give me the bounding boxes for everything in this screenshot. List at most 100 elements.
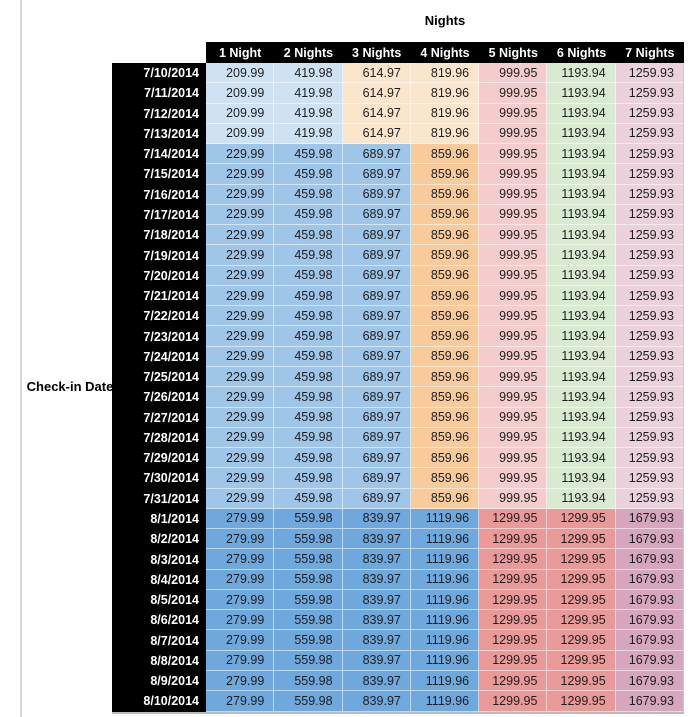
price-cell[interactable]: 1299.95 xyxy=(479,650,548,671)
price-cell[interactable]: 459.98 xyxy=(274,285,343,307)
price-cell[interactable]: 1193.94 xyxy=(547,427,616,449)
price-cell[interactable]: 1299.95 xyxy=(479,569,548,590)
price-cell[interactable]: 1259.93 xyxy=(615,468,684,489)
column-header-6-nights[interactable]: 6 Nights xyxy=(556,45,607,60)
price-cell[interactable]: 614.97 xyxy=(342,123,411,145)
price-cell[interactable]: 1259.93 xyxy=(615,225,684,246)
price-cell[interactable]: 1299.95 xyxy=(547,630,616,651)
row-header-date[interactable]: 8/5/2014 xyxy=(112,589,206,611)
row-header-date[interactable]: 7/28/2014 xyxy=(112,427,206,449)
price-cell[interactable]: 279.99 xyxy=(206,630,275,651)
row-header-date[interactable]: 7/11/2014 xyxy=(112,83,206,104)
price-cell[interactable]: 1679.93 xyxy=(615,549,684,570)
price-cell[interactable]: 1259.93 xyxy=(615,366,684,388)
price-cell[interactable]: 459.98 xyxy=(274,427,343,449)
price-cell[interactable]: 999.95 xyxy=(479,204,548,226)
price-cell[interactable]: 999.95 xyxy=(479,103,548,124)
column-header-3-nights[interactable]: 3 Nights xyxy=(352,45,402,60)
price-cell[interactable]: 559.98 xyxy=(274,650,343,671)
row-header-date[interactable]: 7/14/2014 xyxy=(112,144,206,165)
price-cell[interactable]: 819.96 xyxy=(410,83,480,104)
price-cell[interactable]: 859.96 xyxy=(410,184,480,205)
price-cell[interactable]: 999.95 xyxy=(479,366,548,388)
price-cell[interactable]: 1193.94 xyxy=(547,346,616,367)
row-header-date[interactable]: 7/20/2014 xyxy=(112,265,206,286)
price-cell[interactable]: 689.97 xyxy=(342,184,411,205)
row-header-date[interactable]: 7/23/2014 xyxy=(112,326,206,347)
price-cell[interactable]: 1299.95 xyxy=(479,630,548,651)
price-cell[interactable]: 689.97 xyxy=(342,346,411,367)
price-cell[interactable]: 1193.94 xyxy=(547,488,616,509)
price-cell[interactable]: 229.99 xyxy=(206,144,275,165)
price-cell[interactable]: 279.99 xyxy=(206,529,275,550)
price-cell[interactable]: 559.98 xyxy=(274,630,343,651)
price-cell[interactable]: 1299.95 xyxy=(479,670,548,692)
price-cell[interactable]: 229.99 xyxy=(206,225,275,246)
price-cell[interactable]: 999.95 xyxy=(479,326,548,347)
price-cell[interactable]: 1679.93 xyxy=(615,569,684,590)
price-cell[interactable]: 999.95 xyxy=(479,468,548,489)
row-header-date[interactable]: 7/19/2014 xyxy=(112,245,206,266)
price-cell[interactable]: 229.99 xyxy=(206,407,275,428)
price-cell[interactable]: 229.99 xyxy=(206,285,275,307)
price-cell[interactable]: 1119.96 xyxy=(410,589,480,611)
price-cell[interactable]: 614.97 xyxy=(342,63,411,84)
price-cell[interactable]: 1299.95 xyxy=(547,650,616,671)
row-header-date[interactable]: 7/31/2014 xyxy=(112,488,206,509)
price-cell[interactable]: 1299.95 xyxy=(479,610,548,631)
price-cell[interactable]: 1259.93 xyxy=(615,306,684,327)
price-cell[interactable]: 229.99 xyxy=(206,164,275,185)
price-cell[interactable]: 1193.94 xyxy=(547,225,616,246)
price-cell[interactable]: 999.95 xyxy=(479,123,548,145)
price-cell[interactable]: 459.98 xyxy=(274,448,343,469)
price-cell[interactable]: 689.97 xyxy=(342,225,411,246)
price-cell[interactable]: 1299.95 xyxy=(547,549,616,570)
price-cell[interactable]: 1299.95 xyxy=(479,589,548,611)
price-cell[interactable]: 1193.94 xyxy=(547,103,616,124)
price-cell[interactable]: 859.96 xyxy=(410,245,480,266)
price-cell[interactable]: 1193.94 xyxy=(547,407,616,428)
price-cell[interactable]: 859.96 xyxy=(410,448,480,469)
price-cell[interactable]: 459.98 xyxy=(274,387,343,408)
price-cell[interactable]: 1119.96 xyxy=(410,650,480,671)
price-cell[interactable]: 1259.93 xyxy=(615,144,684,165)
price-cell[interactable]: 614.97 xyxy=(342,103,411,124)
price-cell[interactable]: 1193.94 xyxy=(547,123,616,145)
row-header-date[interactable]: 8/1/2014 xyxy=(112,508,206,530)
price-cell[interactable]: 1679.93 xyxy=(615,630,684,651)
price-cell[interactable]: 1193.94 xyxy=(547,144,616,165)
price-cell[interactable]: 229.99 xyxy=(206,204,275,226)
price-cell[interactable]: 859.96 xyxy=(410,407,480,428)
price-cell[interactable]: 999.95 xyxy=(479,427,548,449)
price-cell[interactable]: 459.98 xyxy=(274,184,343,205)
price-cell[interactable]: 459.98 xyxy=(274,488,343,509)
price-cell[interactable]: 839.97 xyxy=(342,630,411,651)
price-cell[interactable]: 999.95 xyxy=(479,63,548,84)
price-cell[interactable]: 1679.93 xyxy=(615,650,684,671)
price-cell[interactable]: 1299.95 xyxy=(547,529,616,550)
price-cell[interactable]: 1259.93 xyxy=(615,265,684,286)
price-cell[interactable]: 229.99 xyxy=(206,265,275,286)
price-cell[interactable]: 999.95 xyxy=(479,306,548,327)
price-cell[interactable]: 1119.96 xyxy=(410,630,480,651)
price-cell[interactable]: 1259.93 xyxy=(615,346,684,367)
price-cell[interactable]: 1259.93 xyxy=(615,448,684,469)
price-cell[interactable]: 1679.93 xyxy=(615,508,684,530)
price-cell[interactable]: 1259.93 xyxy=(615,63,684,84)
price-cell[interactable]: 999.95 xyxy=(479,83,548,104)
price-cell[interactable]: 689.97 xyxy=(342,245,411,266)
price-cell[interactable]: 1299.95 xyxy=(547,670,616,692)
price-cell[interactable]: 689.97 xyxy=(342,285,411,307)
column-header-2-nights[interactable]: 2 Nights xyxy=(283,45,334,60)
price-cell[interactable]: 689.97 xyxy=(342,306,411,327)
price-cell[interactable]: 559.98 xyxy=(274,691,343,712)
price-cell[interactable]: 689.97 xyxy=(342,144,411,165)
price-cell[interactable]: 689.97 xyxy=(342,407,411,428)
price-cell[interactable]: 859.96 xyxy=(410,144,480,165)
price-cell[interactable]: 1193.94 xyxy=(547,83,616,104)
price-cell[interactable]: 859.96 xyxy=(410,468,480,489)
price-cell[interactable]: 1193.94 xyxy=(547,448,616,469)
price-cell[interactable]: 229.99 xyxy=(206,326,275,347)
price-cell[interactable]: 999.95 xyxy=(479,346,548,367)
price-cell[interactable]: 559.98 xyxy=(274,529,343,550)
